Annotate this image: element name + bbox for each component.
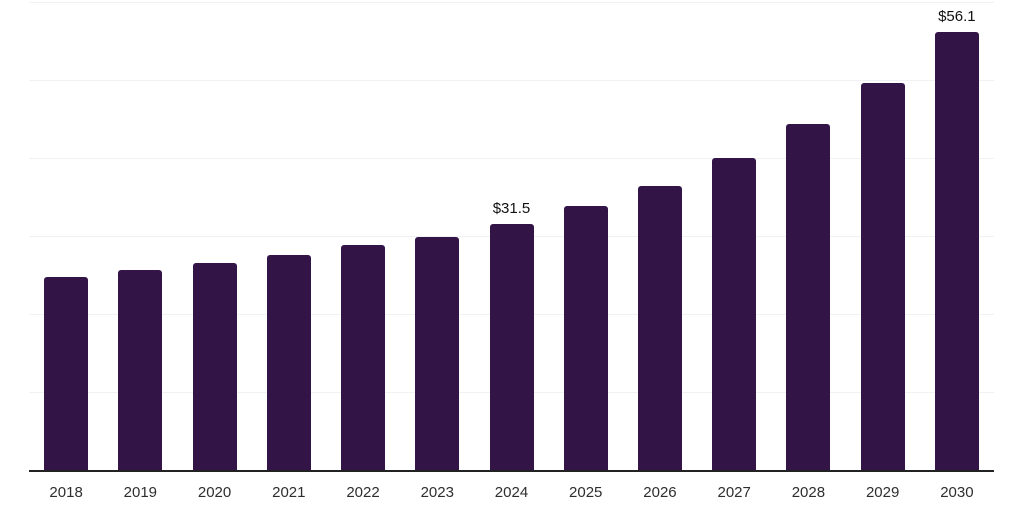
bar-2030 [934, 32, 979, 470]
x-tick-label-2026: 2026 [643, 484, 677, 501]
x-tick-label-2022: 2022 [346, 484, 380, 501]
bar-value-label-2030: $56.1 [938, 8, 976, 26]
x-tick-label-2019: 2019 [123, 484, 158, 501]
bar-2019 [118, 269, 163, 470]
bar-2020 [192, 262, 237, 470]
bar-2018 [44, 277, 89, 470]
bar-2026 [637, 186, 682, 470]
x-tick-label-2025: 2025 [569, 484, 603, 501]
x-tick-label-2027: 2027 [717, 484, 751, 501]
bar-2022 [341, 245, 386, 470]
x-tick-label-2028: 2028 [791, 484, 826, 501]
bar-2021 [266, 254, 311, 470]
plot-area: $31.5 $56.1 [29, 2, 994, 472]
x-tick-label-2024: 2024 [494, 484, 529, 501]
bar-2029 [860, 83, 905, 470]
bar-value-label-2024: $31.5 [492, 200, 531, 218]
bar-2025 [563, 206, 608, 470]
x-tick-label-2029: 2029 [865, 484, 900, 501]
bar-2027 [712, 158, 757, 470]
x-tick-label-2023: 2023 [420, 484, 454, 501]
bar-2028 [786, 123, 831, 470]
x-tick-label-2021: 2021 [272, 484, 306, 501]
x-axis-labels: 2018 2019 2020 2021 2022 2023 2024 2025 2026 2027… [29, 483, 994, 503]
x-tick-label-2018: 2018 [49, 484, 83, 501]
x-tick-label-2030: 2030 [940, 484, 974, 501]
x-tick-label-2020: 2020 [197, 484, 232, 501]
gridline-y-50 [29, 80, 994, 81]
gridline-y-40 [29, 158, 994, 159]
bar-2024 [489, 224, 534, 470]
gridline-y-60 [29, 2, 994, 3]
bar-2023 [415, 236, 460, 470]
